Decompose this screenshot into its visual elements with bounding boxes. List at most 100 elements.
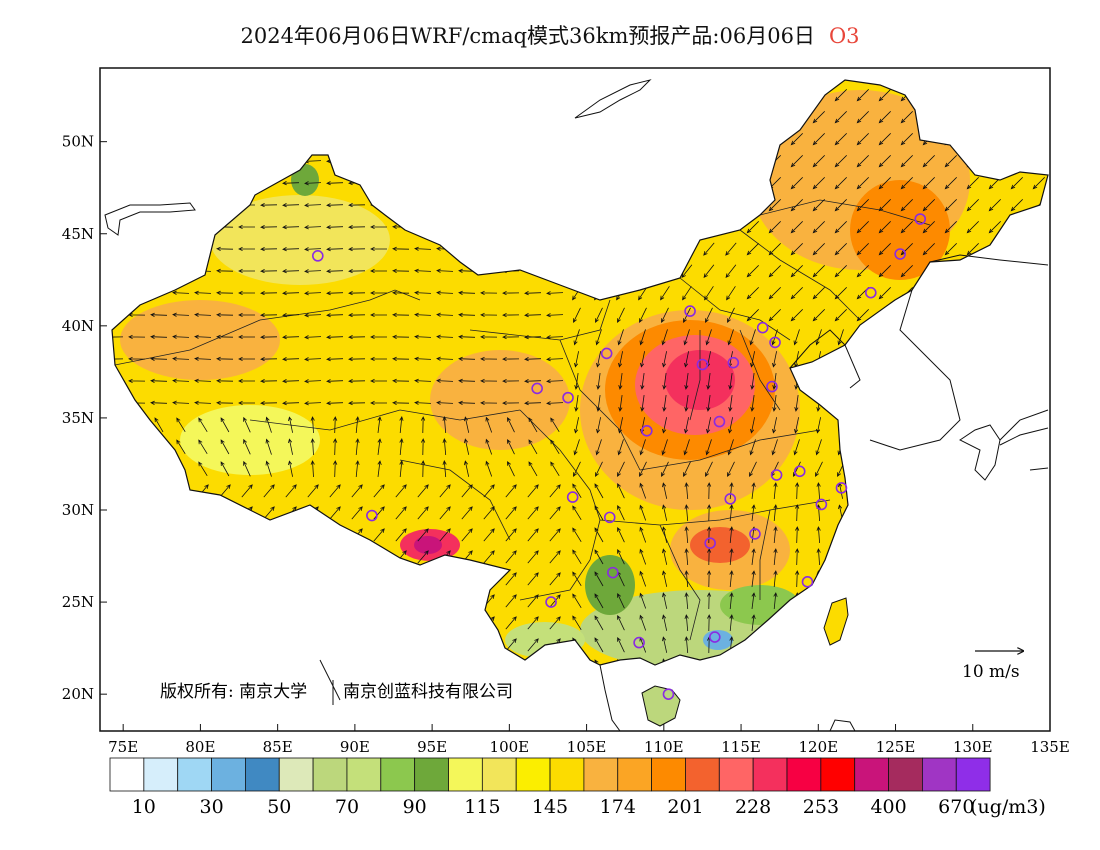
wind-arrow xyxy=(751,482,756,499)
wind-arrow xyxy=(172,290,190,295)
wind-arrow xyxy=(773,548,778,566)
wind-arrow xyxy=(768,199,781,212)
wind-arrow xyxy=(326,269,344,274)
wind-arrow xyxy=(485,416,493,433)
wind-arrow xyxy=(172,356,190,361)
wind-arrow xyxy=(790,309,803,322)
wind-arrow xyxy=(546,379,564,384)
wind-arrow xyxy=(795,504,800,522)
wind-arrow xyxy=(348,203,366,208)
wind-arrow xyxy=(683,439,690,456)
city-marker xyxy=(749,528,761,540)
wind-arrow xyxy=(550,439,560,455)
wind-arrow xyxy=(436,312,454,317)
wind-arrow xyxy=(704,286,714,301)
wind-arrow xyxy=(549,550,561,564)
wind-arrow xyxy=(507,460,515,477)
wind-arrow xyxy=(795,482,800,500)
wind-arrow xyxy=(661,329,668,346)
city-marker xyxy=(312,250,324,262)
wind-arrow xyxy=(816,482,821,500)
wind-arrow xyxy=(638,286,648,301)
wind-arrow xyxy=(260,291,278,296)
wind-arrow xyxy=(377,416,382,433)
wind-arrow xyxy=(194,378,212,383)
wind-arrow xyxy=(705,307,713,324)
legend-swatch xyxy=(448,757,483,792)
wind-arrow xyxy=(746,221,759,234)
wind-arrow xyxy=(639,482,647,499)
wind-arrow xyxy=(549,528,561,542)
wind-arrow xyxy=(768,243,781,256)
wind-arrow xyxy=(662,395,667,412)
legend-swatch xyxy=(888,757,923,792)
wind-arrow xyxy=(198,461,208,477)
wind-arrow xyxy=(483,528,495,542)
wind-arrow xyxy=(527,572,539,586)
wind-arrow xyxy=(639,307,647,324)
wind-arrow xyxy=(662,526,668,543)
wind-arrow xyxy=(198,417,208,433)
wind-arrow xyxy=(128,378,146,384)
wind-arrow xyxy=(326,335,344,340)
wind-arrow xyxy=(549,572,561,586)
wind-arrow xyxy=(307,484,319,498)
city-marker xyxy=(641,425,653,437)
wind-arrow xyxy=(505,638,517,652)
wind-arrow xyxy=(768,287,781,300)
wind-arrow xyxy=(436,400,454,405)
wind-arrow xyxy=(878,155,891,168)
wind-arrow xyxy=(348,401,366,406)
lat-tick-label: 30N xyxy=(62,501,94,519)
wind-arrow xyxy=(596,351,601,368)
wind-arrow xyxy=(282,313,300,318)
wind-arrow xyxy=(617,461,625,478)
wind-arrow xyxy=(392,334,410,339)
wind-arrow xyxy=(900,111,913,124)
wind-arrow xyxy=(524,291,542,296)
wind-arrow xyxy=(348,247,366,252)
wind-arrow xyxy=(505,616,517,630)
city-marker xyxy=(603,511,616,524)
wind-arrow xyxy=(505,594,517,608)
legend-label: 10 xyxy=(132,796,156,818)
wind-arrow xyxy=(772,351,777,368)
wind-arrow xyxy=(524,357,542,362)
lon-tick-label: 115E xyxy=(721,738,761,756)
wind-arrow xyxy=(461,528,473,542)
wind-arrow xyxy=(304,357,322,362)
wind-arrow xyxy=(128,356,146,362)
wind-arrow xyxy=(238,246,255,252)
wind-arrow xyxy=(815,439,822,456)
city-marker xyxy=(766,380,778,393)
wind-arrow xyxy=(527,484,539,498)
wind-arrow xyxy=(420,438,426,456)
wind-arrow xyxy=(707,614,712,632)
lon-tick-label: 95E xyxy=(417,738,447,756)
wind-arrow xyxy=(527,638,539,652)
wind-arrow xyxy=(348,313,366,318)
wind-arrow xyxy=(480,290,498,296)
wind-arrow xyxy=(436,334,454,339)
wind-arrow xyxy=(834,221,847,234)
legend-swatch xyxy=(278,757,314,792)
wind-arrow xyxy=(595,461,603,478)
legend-swatch xyxy=(515,757,551,792)
wind-arrow xyxy=(502,400,520,406)
wind-arrow xyxy=(243,416,251,433)
wind-arrow xyxy=(572,615,582,631)
wind-arrow xyxy=(815,461,823,478)
wind-arrow xyxy=(550,417,560,433)
wind-arrow xyxy=(282,247,300,252)
wind-arrow xyxy=(684,395,689,412)
wind-arrow xyxy=(1032,177,1045,190)
wind-arrow xyxy=(194,312,212,317)
wind-arrow xyxy=(900,265,913,278)
wind-arrow xyxy=(684,614,689,632)
legend-label: 50 xyxy=(267,796,291,818)
wind-arrow xyxy=(527,550,539,564)
lon-tick-label: 90E xyxy=(340,738,370,756)
wind-arrow xyxy=(746,309,759,322)
wind-arrow xyxy=(172,334,190,339)
wind-arrow xyxy=(662,592,668,609)
